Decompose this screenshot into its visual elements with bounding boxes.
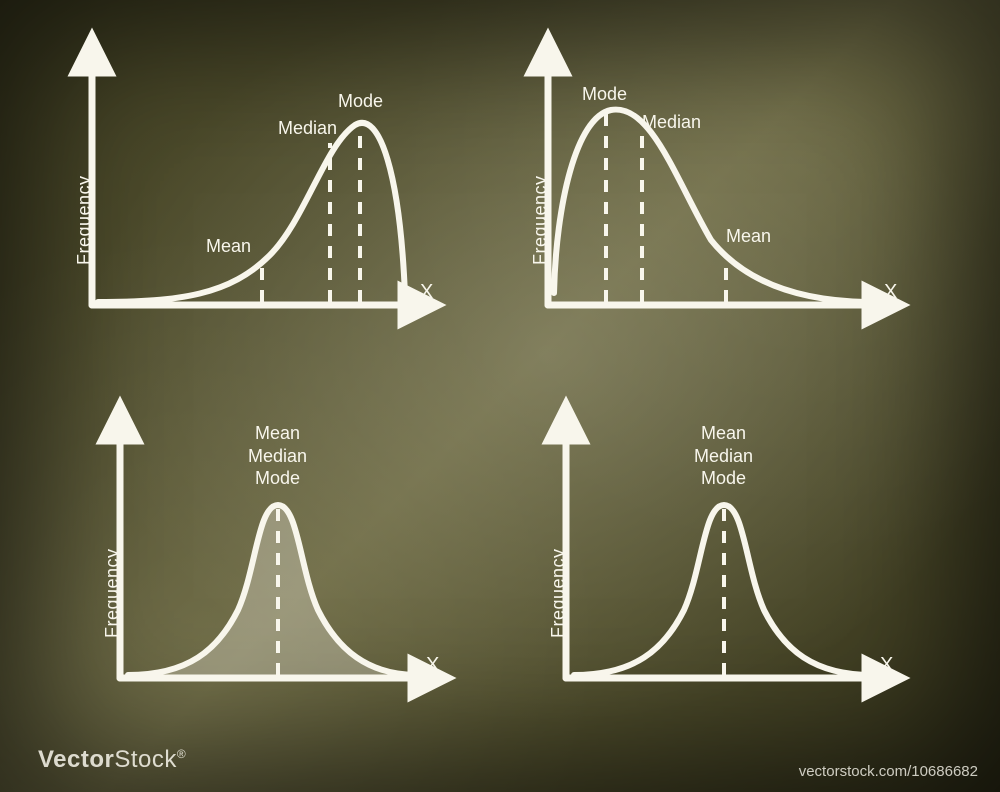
- mode-label: Mode: [694, 467, 753, 490]
- chalkboard: Frequency X Mean Median Mode Frequency X…: [0, 0, 1000, 792]
- x-axis-label: X: [880, 654, 893, 677]
- center-stack-label: Mean Median Mode: [694, 422, 753, 490]
- median-label: Median: [642, 111, 701, 134]
- mean-label: Mean: [206, 235, 251, 258]
- mode-label: Mode: [248, 467, 307, 490]
- chart-svg-negative-skew: [80, 55, 460, 335]
- x-axis-label: X: [884, 281, 897, 304]
- mean-label: Mean: [726, 225, 771, 248]
- panel-negative-skew: Frequency X Mean Median Mode: [80, 55, 460, 335]
- watermark-id: vectorstock.com/10686682: [799, 763, 978, 780]
- center-stack-label: Mean Median Mode: [248, 422, 307, 490]
- median-label: Median: [278, 117, 337, 140]
- distribution-curve: [554, 110, 866, 302]
- watermark-brand-prefix: Vector: [38, 746, 114, 773]
- panel-positive-skew: Frequency X Mode Median Mean: [536, 55, 916, 335]
- panel-symmetric-outline: Frequency X Mean Median Mode: [554, 420, 914, 710]
- x-axis-label: X: [426, 654, 439, 677]
- y-axis-label: Frequency: [74, 175, 95, 265]
- mode-label: Mode: [338, 90, 383, 113]
- mode-label: Mode: [582, 83, 627, 106]
- y-axis-label: Frequency: [102, 548, 123, 638]
- y-axis-label: Frequency: [548, 548, 569, 638]
- watermark-brand: VectorStock®: [38, 746, 186, 774]
- mean-label: Mean: [248, 422, 307, 445]
- median-label: Median: [248, 445, 307, 468]
- x-axis-label: X: [420, 281, 433, 304]
- y-axis-label: Frequency: [530, 175, 551, 265]
- panel-symmetric-filled: Frequency X Mean Median Mode: [108, 420, 468, 710]
- median-label: Median: [694, 445, 753, 468]
- mean-label: Mean: [694, 422, 753, 445]
- watermark-brand-suffix: Stock: [114, 746, 177, 773]
- distribution-fill: [128, 505, 418, 678]
